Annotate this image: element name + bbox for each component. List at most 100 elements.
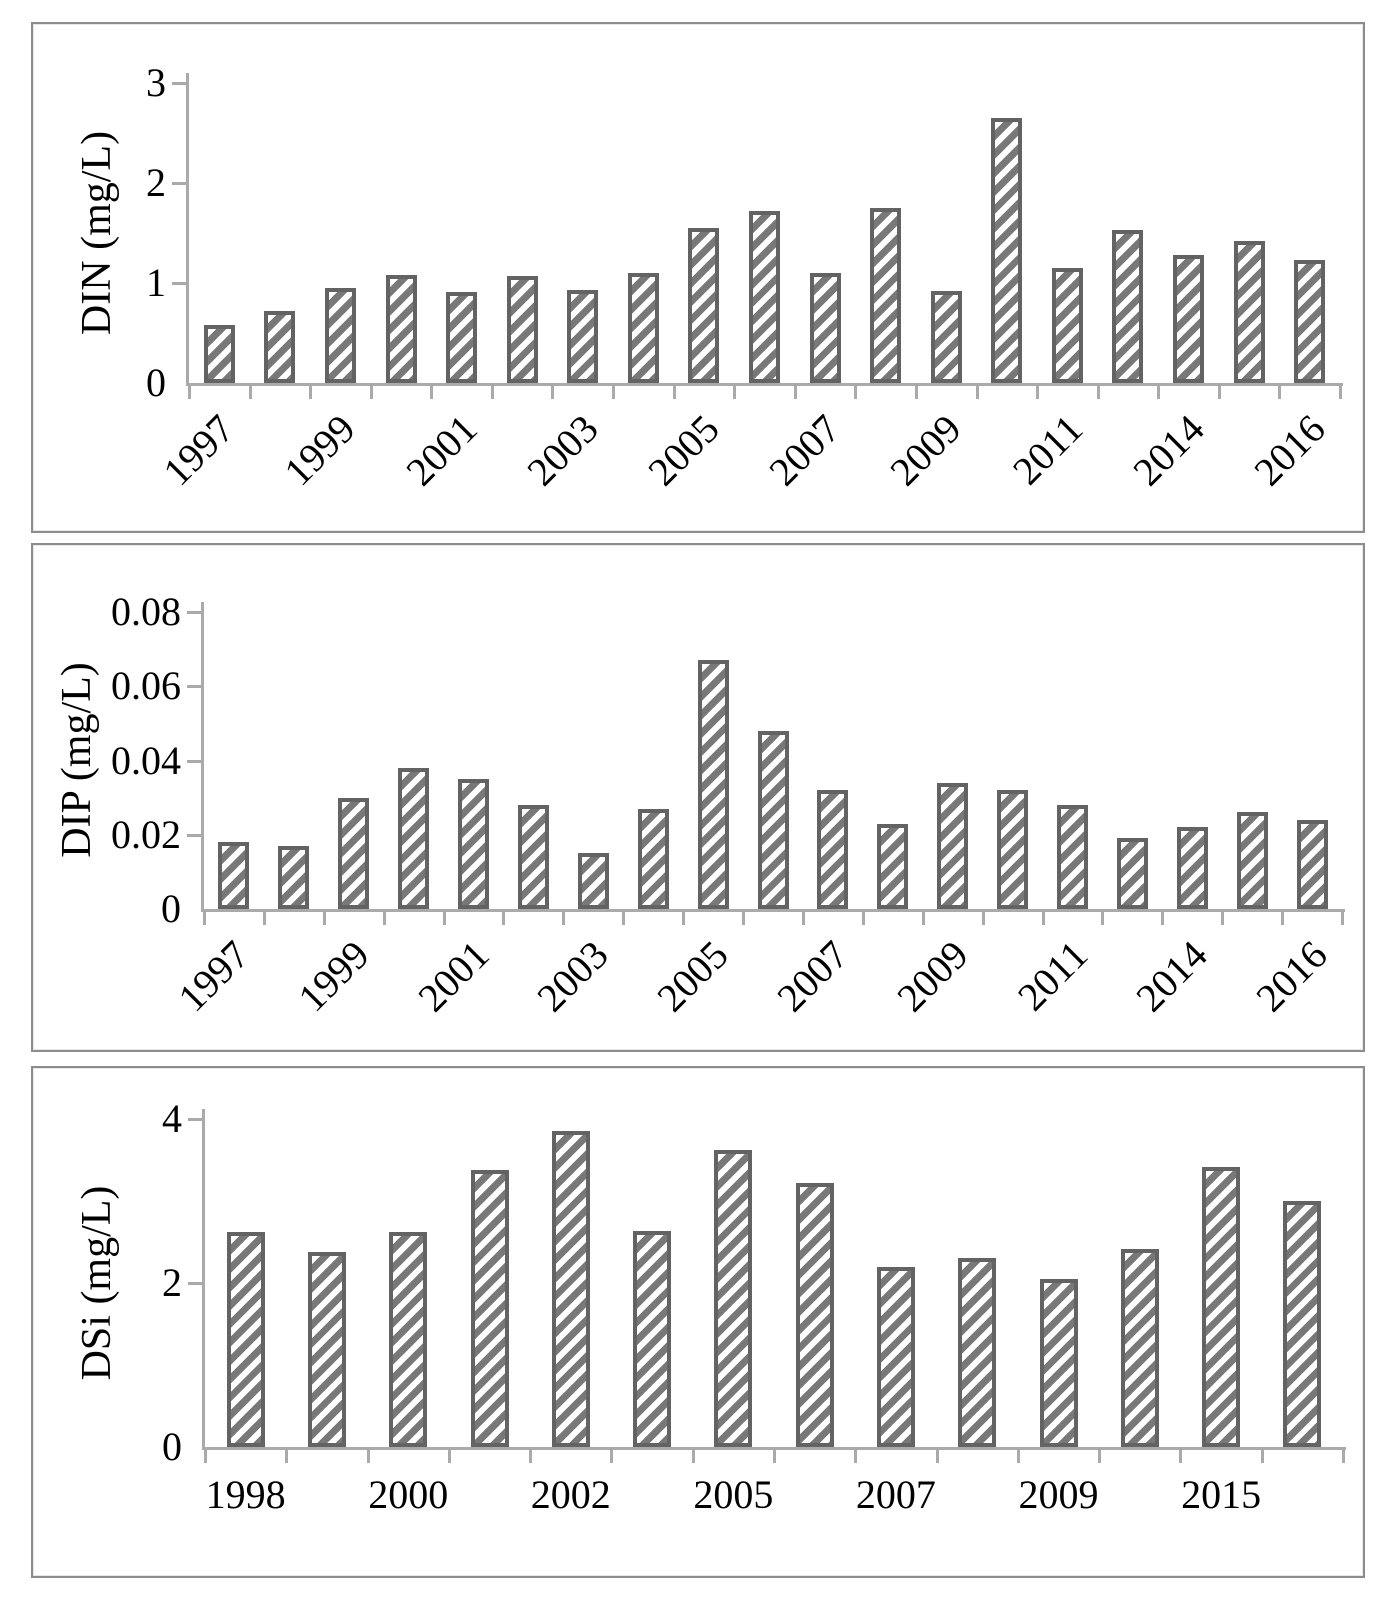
x-tick-label: 2016 — [1247, 931, 1336, 1021]
x-tick-label: 1998 — [205, 1472, 286, 1517]
x-tick — [369, 386, 373, 399]
x-tick — [1339, 386, 1342, 399]
bar — [1120, 1248, 1159, 1447]
bar — [1202, 1166, 1241, 1447]
x-tick — [430, 386, 434, 399]
x-tick — [1096, 386, 1100, 399]
bar — [1039, 1278, 1078, 1447]
x-tick — [861, 912, 865, 925]
bar — [1176, 827, 1208, 909]
x-tick — [285, 1450, 289, 1463]
bar — [1112, 230, 1144, 383]
y-tick-label: 0.08 — [111, 589, 181, 634]
y-tick-label: 3 — [146, 60, 166, 105]
x-tick — [442, 912, 446, 925]
x-tick — [1281, 912, 1285, 925]
y-axis-line — [201, 602, 204, 912]
x-tick-label: 2009 — [881, 405, 970, 495]
y-axis-line — [202, 1109, 205, 1450]
x-tick-label: 2002 — [530, 1472, 611, 1517]
x-tick — [773, 1450, 776, 1463]
y-tick-label: 0 — [161, 886, 181, 931]
bar — [757, 730, 789, 909]
x-axis-line — [202, 1447, 1346, 1450]
bar — [264, 311, 296, 383]
x-tick-label: 2007 — [855, 1472, 936, 1517]
bar — [1236, 812, 1268, 909]
x-tick — [1260, 1450, 1264, 1463]
bar — [930, 291, 962, 383]
bar — [633, 1231, 672, 1447]
dip-panel: DIP (mg/L) 0 0.02 0.04 0.06 0.08 1997 1999 2001… — [31, 543, 1365, 1052]
bar — [1283, 1201, 1322, 1447]
bar — [795, 1182, 834, 1447]
x-tick-label: 1997 — [154, 405, 243, 495]
x-tick-label: 2005 — [648, 931, 737, 1021]
x-tick — [612, 386, 616, 399]
bar — [714, 1150, 753, 1447]
bar — [517, 805, 549, 909]
x-tick-label: 2011 — [1008, 931, 1097, 1020]
x-tick — [733, 386, 737, 399]
x-tick-label: 2014 — [1123, 405, 1213, 495]
x-tick — [610, 1450, 614, 1463]
x-tick-label: 2007 — [760, 405, 849, 495]
bar — [278, 845, 310, 909]
bar — [1296, 819, 1328, 909]
bar — [324, 288, 356, 383]
bar — [1051, 268, 1083, 383]
bar — [506, 276, 538, 383]
x-tick — [981, 912, 985, 925]
bar — [637, 808, 669, 909]
y-tick — [187, 759, 201, 763]
y-tick — [187, 685, 201, 689]
x-tick-label: 1997 — [169, 931, 258, 1021]
bar — [203, 325, 235, 383]
bar — [389, 1232, 428, 1447]
x-tick-label: 2015 — [1181, 1472, 1262, 1517]
x-tick — [551, 386, 555, 399]
x-tick — [622, 912, 626, 925]
x-tick — [1221, 912, 1225, 925]
x-tick-label: 1999 — [289, 931, 378, 1021]
x-tick — [366, 1450, 370, 1463]
y-tick — [172, 182, 186, 185]
y-tick — [188, 1118, 202, 1121]
x-tick-label: 2003 — [528, 931, 618, 1021]
x-tick — [691, 1450, 695, 1463]
dsi-panel: DSi (mg/L) 0 2 4 1998 2000 2002 2005 2007 2009 20… — [31, 1066, 1365, 1578]
bar — [876, 1266, 915, 1447]
x-tick — [1161, 912, 1165, 925]
bar — [1056, 805, 1088, 909]
bar — [307, 1251, 346, 1447]
bar — [997, 790, 1029, 909]
bar — [688, 228, 720, 383]
y-tick-label: 2 — [146, 160, 166, 205]
x-tick — [502, 912, 506, 925]
bar — [937, 782, 969, 909]
x-tick-label: 2005 — [639, 405, 728, 495]
x-tick — [975, 386, 979, 399]
bar — [567, 290, 599, 383]
x-tick-label: 1999 — [275, 405, 365, 495]
x-tick — [921, 912, 925, 925]
x-tick — [248, 386, 252, 399]
bar — [458, 779, 490, 909]
bar — [809, 273, 841, 383]
x-tick — [1278, 386, 1282, 399]
y-tick — [188, 1282, 202, 1285]
din-panel: DIN (mg/L) 0 1 2 3 1997 1999 2001 2003 2005 2007 2… — [31, 22, 1365, 533]
y-tick-label: 2 — [162, 1260, 182, 1305]
x-tick — [262, 912, 266, 925]
bar — [446, 292, 478, 383]
x-tick — [1179, 1450, 1183, 1463]
din-plot-area: 0 1 2 3 1997 1999 2001 2003 2005 2007 2009 2011 2014… — [146, 61, 1343, 494]
x-tick — [682, 912, 686, 925]
x-tick — [322, 912, 326, 925]
bar — [1233, 241, 1265, 383]
y-tick-label: 0 — [146, 360, 166, 405]
x-tick — [1342, 1450, 1345, 1463]
x-tick — [490, 386, 494, 399]
bar — [398, 767, 430, 909]
y-tick — [187, 611, 201, 614]
